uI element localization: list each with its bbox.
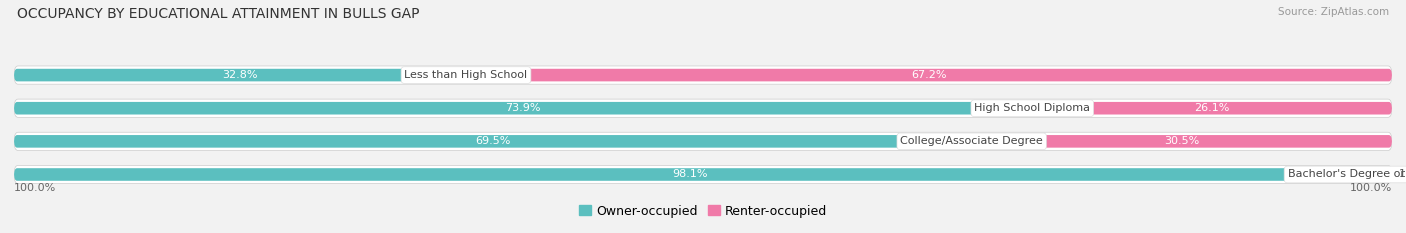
Text: 69.5%: 69.5% [475,136,510,146]
Text: 73.9%: 73.9% [505,103,541,113]
FancyBboxPatch shape [14,168,1365,181]
FancyBboxPatch shape [14,69,465,81]
FancyBboxPatch shape [14,165,1392,184]
Text: 100.0%: 100.0% [1350,183,1392,193]
Text: College/Associate Degree: College/Associate Degree [900,136,1043,146]
FancyBboxPatch shape [14,135,972,148]
FancyBboxPatch shape [972,135,1392,148]
Text: High School Diploma: High School Diploma [974,103,1090,113]
FancyBboxPatch shape [14,66,1392,84]
FancyBboxPatch shape [14,102,1032,114]
Text: Source: ZipAtlas.com: Source: ZipAtlas.com [1278,7,1389,17]
Text: Bachelor's Degree or higher: Bachelor's Degree or higher [1288,169,1406,179]
Text: OCCUPANCY BY EDUCATIONAL ATTAINMENT IN BULLS GAP: OCCUPANCY BY EDUCATIONAL ATTAINMENT IN B… [17,7,419,21]
Text: 32.8%: 32.8% [222,70,257,80]
Text: 30.5%: 30.5% [1164,136,1199,146]
FancyBboxPatch shape [1365,168,1392,181]
Text: 67.2%: 67.2% [911,70,946,80]
Text: 100.0%: 100.0% [14,183,56,193]
FancyBboxPatch shape [465,69,1392,81]
Text: 98.1%: 98.1% [672,169,707,179]
Legend: Owner-occupied, Renter-occupied: Owner-occupied, Renter-occupied [579,205,827,218]
FancyBboxPatch shape [1032,102,1392,114]
Text: 1.9%: 1.9% [1399,169,1406,179]
FancyBboxPatch shape [14,132,1392,151]
Text: 26.1%: 26.1% [1195,103,1230,113]
FancyBboxPatch shape [14,99,1392,117]
Text: Less than High School: Less than High School [405,70,527,80]
